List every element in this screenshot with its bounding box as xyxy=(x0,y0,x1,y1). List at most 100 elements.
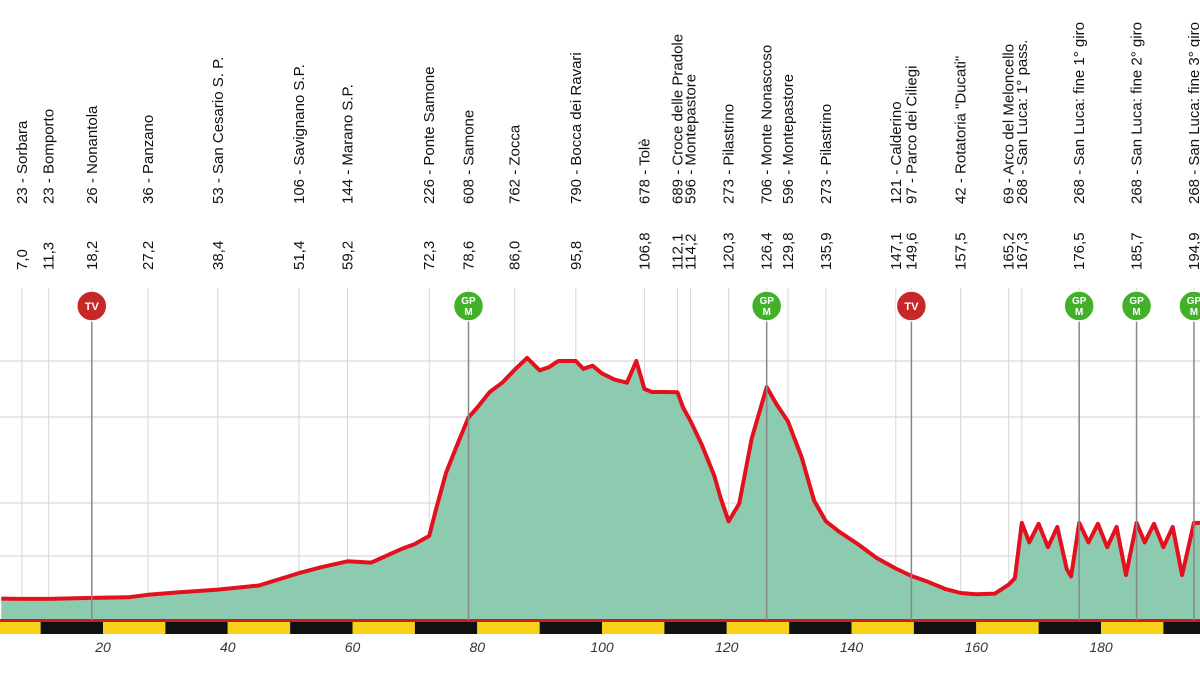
waypoint-km: 147,1 xyxy=(888,232,905,270)
waypoint-name: 608 - Samone xyxy=(461,110,478,204)
band-segment xyxy=(290,622,353,634)
band-segment xyxy=(165,622,228,634)
waypoint-name: 144 - Marano S.P. xyxy=(340,84,357,204)
gpm-badge xyxy=(1120,290,1153,322)
gpm-badge-text: M xyxy=(762,307,770,318)
waypoint-labels: 7,0 23 - Sorbara 11,3 23 - Bomporto 18,2 26 -… xyxy=(14,22,1200,270)
gpm-badge-text: M xyxy=(1132,307,1140,318)
waypoint-name: 42 - Rotatoria "Ducati" xyxy=(953,56,970,204)
band-segment xyxy=(913,622,977,634)
waypoint-km: 194,9 xyxy=(1186,232,1200,270)
x-axis-ticks: 20 40 60 80 100 120 140 160 180 xyxy=(94,639,1113,655)
waypoint: 11,3 23 - Bomporto xyxy=(41,109,58,270)
gpm-badge-text: M xyxy=(1190,307,1198,318)
waypoint: 51,4 106 - Savignano S.P. xyxy=(291,64,308,270)
x-tick-label: 140 xyxy=(840,639,864,655)
band-segment xyxy=(414,622,478,634)
gpm-badge-text: GP xyxy=(1129,296,1144,307)
waypoint-name: 596 - Montepastore xyxy=(780,74,797,204)
band-segment xyxy=(227,622,291,634)
band-segment xyxy=(789,622,852,634)
waypoint-name: 69 - Arco del Meloncello xyxy=(1001,44,1018,204)
waypoint: 126,4 706 - Monte Nonascoso xyxy=(759,45,776,270)
waypoint-name: 706 - Monte Nonascoso xyxy=(759,45,776,204)
waypoint-km: 120,3 xyxy=(721,232,738,270)
band-segment xyxy=(851,622,914,634)
x-tick-label: 100 xyxy=(590,639,614,655)
tv-badge xyxy=(895,290,928,322)
waypoint: 120,3 273 - Pilastrino xyxy=(721,104,738,270)
waypoint: 38,4 53 - San Cesario S. P. xyxy=(210,57,227,270)
x-tick-label: 160 xyxy=(965,639,989,655)
band-segment xyxy=(726,622,790,634)
waypoint-name: 678 - Tolè xyxy=(636,138,653,204)
waypoint-name: 273 - Pilastrino xyxy=(721,104,738,204)
elevation-fill xyxy=(1,357,1200,620)
x-tick-label: 20 xyxy=(94,639,111,655)
x-tick-label: 80 xyxy=(469,639,485,655)
waypoint-name: 226 - Ponte Samone xyxy=(421,66,438,204)
waypoint-km: 126,4 xyxy=(759,232,776,270)
gpm-badge-text: GP xyxy=(759,296,774,307)
waypoint-km: 18,2 xyxy=(84,241,101,270)
waypoint-name: 268 - San Luca: fine 2° giro xyxy=(1129,22,1146,204)
band-segment xyxy=(103,622,166,634)
waypoint-km: 114,2 xyxy=(683,234,700,270)
waypoint: 176,5 268 - San Luca: fine 1° giro xyxy=(1071,22,1088,270)
waypoint-km: 86,0 xyxy=(507,241,524,270)
waypoint-km: 38,4 xyxy=(210,241,227,270)
waypoint-km: 59,2 xyxy=(340,241,357,270)
waypoint: 194,9 268 - San Luca: fine 3° giro xyxy=(1186,22,1200,270)
x-tick-label: 40 xyxy=(220,639,236,655)
band-top-stripe xyxy=(0,619,1200,622)
elevation-area-layer xyxy=(1,355,1200,620)
gpm-badge-text: GP xyxy=(1072,296,1087,307)
tv-badge xyxy=(76,290,108,322)
waypoint-name: 596 - Montepastore xyxy=(683,74,700,204)
waypoint: 59,2 144 - Marano S.P. xyxy=(340,84,357,270)
waypoint-km: 72,3 xyxy=(421,241,438,270)
waypoint-km: 157,5 xyxy=(953,232,970,270)
band-segment xyxy=(602,622,665,634)
waypoint-km: 95,8 xyxy=(568,241,585,270)
gpm-badge-text: GP xyxy=(461,296,476,307)
waypoint-name: 97 - Parco dei Ciliegi xyxy=(903,66,920,204)
waypoint-name: 121 - Calderino xyxy=(888,101,905,204)
waypoint-name: 53 - San Cesario S. P. xyxy=(210,57,227,204)
waypoint-km: 176,5 xyxy=(1071,232,1088,270)
waypoint: 72,3 226 - Ponte Samone xyxy=(421,66,438,270)
waypoint: 18,2 26 - Nonantola xyxy=(84,105,101,270)
waypoint: 167,3 268 - San Luca: 1° pass. xyxy=(1014,40,1031,270)
waypoint: 106,8 678 - Tolè xyxy=(636,138,653,270)
waypoint-name: 689 - Croce delle Pradole xyxy=(669,34,686,204)
distance-band xyxy=(0,619,1200,634)
band-segment xyxy=(1101,622,1164,634)
waypoint: 157,5 42 - Rotatoria "Ducati" xyxy=(953,56,970,270)
waypoint-name: 273 - Pilastrino xyxy=(818,104,835,204)
waypoint-km: 7,0 xyxy=(14,249,31,270)
band-segment xyxy=(40,622,103,634)
waypoint-name: 23 - Bomporto xyxy=(41,109,58,204)
x-tick-label: 180 xyxy=(1089,639,1113,655)
waypoint: 86,0 762 - Zocca xyxy=(507,124,524,270)
gpm-badge xyxy=(1063,290,1095,322)
waypoint-km: 78,6 xyxy=(461,241,478,270)
waypoint: 78,6 608 - Samone xyxy=(461,110,478,270)
waypoint-name: 268 - San Luca: fine 1° giro xyxy=(1071,22,1088,204)
waypoint: 27,2 36 - Panzano xyxy=(140,115,157,270)
waypoint-name: 790 - Bocca dei Ravari xyxy=(568,52,585,204)
waypoint-name: 106 - Savignano S.P. xyxy=(291,64,308,204)
tv-badge-text: TV xyxy=(904,301,919,313)
gpm-badge-text: GP xyxy=(1187,296,1200,307)
waypoint-name: 26 - Nonantola xyxy=(84,105,101,204)
waypoint-km: 112,1 xyxy=(669,234,686,270)
waypoint-km: 167,3 xyxy=(1014,232,1031,270)
waypoint: 112,1 689 - Croce delle Pradole xyxy=(669,34,686,270)
tv-badge-text: TV xyxy=(85,301,100,313)
gpm-badge-text: M xyxy=(1075,307,1083,318)
band-segment xyxy=(664,622,727,634)
x-tick-label: 60 xyxy=(345,639,361,655)
waypoint: 7,0 23 - Sorbara xyxy=(14,120,31,270)
waypoint-name: 36 - Panzano xyxy=(140,115,157,204)
